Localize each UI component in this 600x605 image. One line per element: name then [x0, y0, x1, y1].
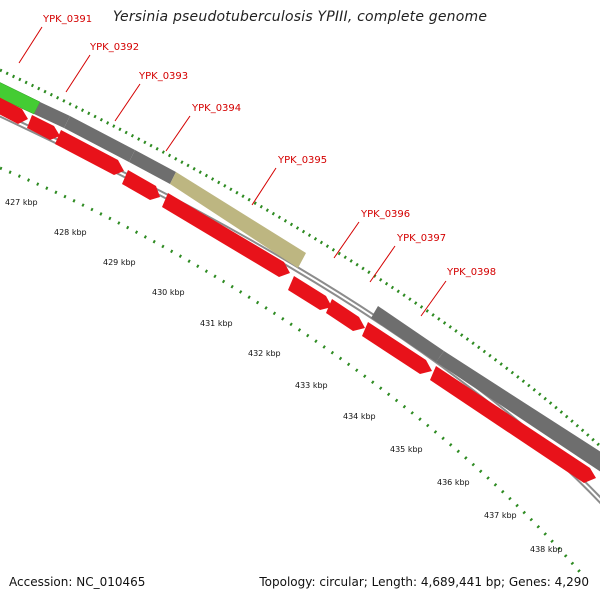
cds-arrow[interactable]: [288, 276, 332, 310]
gene-label[interactable]: YPK_0392: [89, 42, 139, 53]
forward-strand-track: [0, 95, 596, 483]
cds-arrow[interactable]: [0, 95, 28, 124]
scale-label: 438 kbp: [530, 545, 563, 554]
gene-bar-YPK_0392[interactable]: [34, 102, 70, 128]
gene-label[interactable]: YPK_0393: [138, 71, 188, 82]
gene-bar-YPK_0398a[interactable]: [371, 306, 444, 362]
leader-line: [165, 115, 191, 152]
backbone-inner: [0, 113, 600, 502]
cds-arrow[interactable]: [430, 366, 596, 483]
scale-label: 428 kbp: [54, 228, 87, 237]
scale-label: 431 kbp: [200, 319, 233, 328]
scale-label: 434 kbp: [343, 412, 376, 421]
gene-label[interactable]: YPK_0395: [277, 155, 327, 166]
leader-line: [114, 83, 141, 122]
scale-label: 437 kbp: [484, 511, 517, 520]
cds-arrow[interactable]: [27, 115, 60, 140]
cds-arrow[interactable]: [162, 193, 290, 277]
gene-label[interactable]: YPK_0398: [446, 267, 496, 278]
gene-labels: YPK_0391 YPK_0392 YPK_0393 YPK_0394 YPK_…: [42, 14, 496, 278]
gene-bar-YPK_0398b[interactable]: [436, 351, 600, 474]
reverse-strand-track: [0, 82, 600, 474]
cds-arrow[interactable]: [122, 170, 160, 200]
cds-arrow[interactable]: [362, 322, 432, 374]
gene-bar-YPK_0395[interactable]: [170, 172, 306, 268]
gene-label[interactable]: YPK_0391: [42, 14, 92, 25]
gene-label[interactable]: YPK_0394: [191, 103, 241, 114]
gene-label[interactable]: YPK_0396: [360, 209, 410, 220]
gene-label-leaders: [18, 26, 447, 317]
accession-text: Accession: NC_010465: [9, 575, 146, 589]
gene-bar-YPK_0393[interactable]: [64, 116, 135, 162]
scale-label: 435 kbp: [390, 445, 423, 454]
scale-labels: 427 kbp 428 kbp 429 kbp 430 kbp 431 kbp …: [5, 198, 563, 554]
leader-line: [369, 245, 396, 283]
scale-label: 430 kbp: [152, 288, 185, 297]
scale-label: 433 kbp: [295, 381, 328, 390]
gene-bar-YPK_0394[interactable]: [129, 150, 176, 184]
cds-arrow[interactable]: [326, 299, 365, 331]
scale-label: 432 kbp: [248, 349, 281, 358]
scale-label: 436 kbp: [437, 478, 470, 487]
map-title: Yersinia pseudotuberculosis YPIII, compl…: [112, 9, 488, 25]
leader-line: [333, 221, 360, 259]
gene-label[interactable]: YPK_0397: [396, 233, 446, 244]
cds-arrow[interactable]: [55, 130, 124, 175]
tick-row-outer: [0, 68, 600, 448]
leader-line: [65, 54, 91, 93]
backbone-outer: [0, 111, 600, 505]
leader-line: [420, 280, 447, 317]
scale-label: 429 kbp: [103, 258, 136, 267]
scale-label: 427 kbp: [5, 198, 38, 207]
leader-line: [251, 167, 277, 206]
leader-line: [18, 26, 43, 64]
genome-summary-text: Topology: circular; Length: 4,689,441 bp…: [259, 575, 589, 589]
